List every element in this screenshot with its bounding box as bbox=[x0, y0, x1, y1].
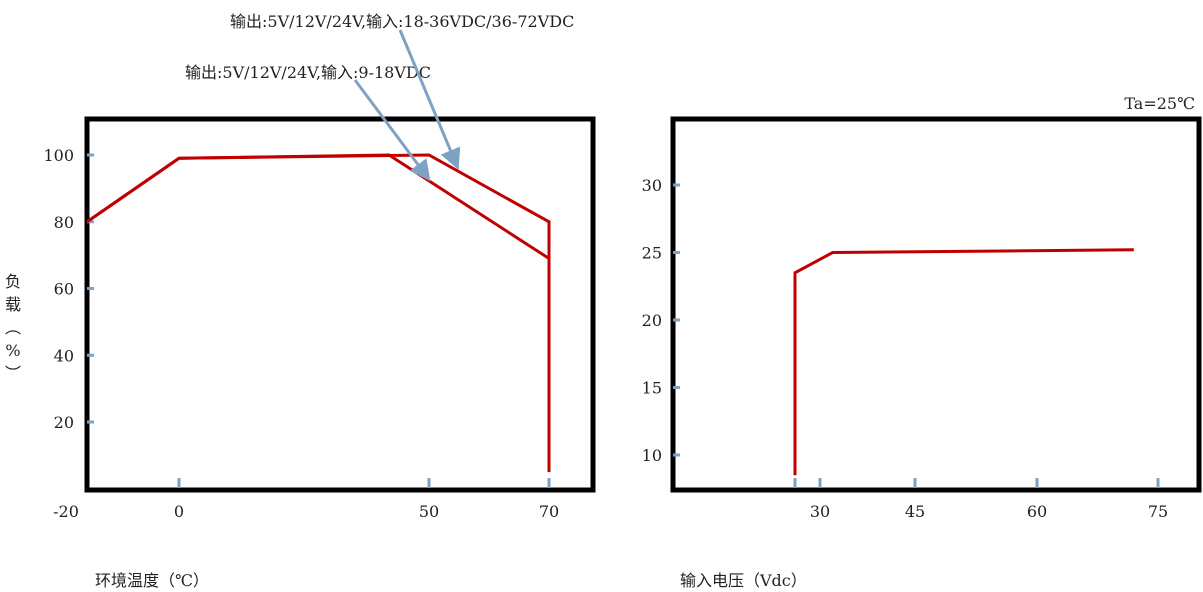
annotation-18-72vdc: 输出:5V/12V/24V,输入:18-36VDC/36-72VDC bbox=[230, 12, 574, 31]
right-y-tick-label: 30 bbox=[642, 176, 662, 195]
left-x-tick-label: -20 bbox=[53, 502, 79, 521]
left-plot-frame bbox=[84, 116, 596, 493]
right-plot-frame bbox=[670, 116, 1202, 493]
left-y-tick-label: 80 bbox=[54, 213, 74, 232]
right-x-tick-label: 75 bbox=[1148, 502, 1168, 521]
left-derating-curve-2 bbox=[86, 153, 550, 260]
right-voltage-curve-1 bbox=[793, 248, 1134, 476]
right-x-tick-label: 45 bbox=[905, 502, 925, 521]
left-y-axis-label: 负载 ︵% ︶ bbox=[4, 272, 21, 383]
right-x-tick-label: 30 bbox=[810, 502, 830, 521]
ambient-temperature-annotation: Ta=25℃ bbox=[1124, 94, 1195, 113]
right-x-tick-label: 60 bbox=[1027, 502, 1047, 521]
right-chart: 10 15 20 25 30 30 45 60 75 输入电压（Vdc） Ta=25℃ bbox=[642, 94, 1202, 590]
right-x-axis-label: 输入电压（Vdc） bbox=[680, 571, 807, 590]
right-y-tick-label: 10 bbox=[642, 446, 662, 465]
right-y-tick-label: 15 bbox=[642, 379, 662, 398]
left-y-tick-label: 20 bbox=[54, 413, 74, 432]
left-x-tick-label: 0 bbox=[174, 502, 184, 521]
left-x-axis-label: 环境温度（℃） bbox=[95, 571, 209, 590]
left-y-tick-label: 40 bbox=[54, 346, 74, 365]
left-x-tick-label: 70 bbox=[539, 502, 559, 521]
left-y-tick-label: 100 bbox=[43, 146, 74, 165]
left-y-tick-label: 60 bbox=[54, 280, 74, 299]
right-y-tick-label: 25 bbox=[642, 244, 662, 263]
annotation-9-18vdc: 输出:5V/12V/24V,输入:9-18VDC bbox=[185, 63, 431, 82]
left-chart: 20 40 60 80 100 -20 0 50 70 环境温度（℃） bbox=[43, 116, 596, 590]
left-derating-curve-1 bbox=[86, 153, 551, 473]
arrow-9-18vdc bbox=[353, 79, 431, 182]
right-y-tick-label: 20 bbox=[642, 311, 662, 330]
arrow-18-72vdc bbox=[398, 29, 461, 170]
left-x-tick-label: 50 bbox=[419, 502, 439, 521]
